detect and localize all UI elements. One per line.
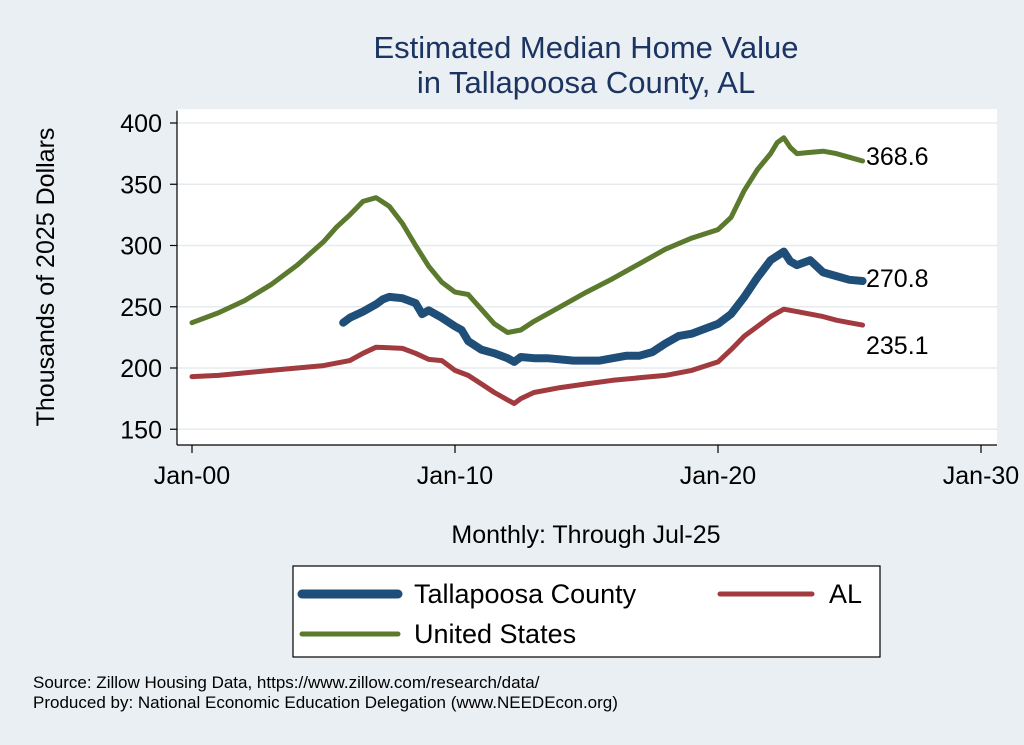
x-tick-label-Jan-30: Jan-30 — [943, 462, 1019, 490]
series-line-tallapoosa-county — [339, 247, 867, 366]
footer-source: Source: Zillow Housing Data, https://www… — [33, 673, 540, 692]
x-tick-label-Jan-00: Jan-00 — [154, 462, 230, 490]
footer-produced-by: Produced by: National Economic Education… — [33, 693, 618, 712]
y-tick-label-300: 300 — [120, 233, 162, 261]
end-label-al: 235.1 — [866, 332, 929, 360]
chart-title-line-1: Estimated Median Home Value — [373, 30, 798, 65]
end-label-tallapoosa-county: 270.8 — [866, 265, 929, 293]
y-tick-label-350: 350 — [120, 171, 162, 199]
end-labels: 270.8 235.1 368.6 — [866, 143, 929, 360]
legend-label-al: AL — [829, 579, 862, 609]
y-tick-label-250: 250 — [120, 294, 162, 322]
x-tick-label-Jan-10: Jan-10 — [417, 462, 493, 490]
chart-title-line-2: in Tallapoosa County, AL — [417, 65, 755, 100]
legend: Tallapoosa County AL United States — [292, 565, 881, 658]
series-line-united-states — [189, 135, 866, 335]
end-label-united-states: 368.6 — [866, 143, 929, 171]
x-axis: Jan-00 Jan-10 Jan-20 Jan-30 — [154, 444, 1019, 490]
series-lines — [189, 135, 867, 406]
y-tick-label-400: 400 — [120, 110, 162, 138]
y-tick-label-150: 150 — [120, 416, 162, 444]
x-axis-title: Monthly: Through Jul-25 — [451, 521, 720, 549]
legend-box — [292, 565, 881, 658]
y-axis-title: Thousands of 2025 Dollars — [32, 128, 60, 427]
legend-label-us: United States — [414, 619, 576, 649]
y-tick-label-200: 200 — [120, 355, 162, 383]
y-axis: 150 200 250 300 350 400 — [120, 110, 178, 445]
series-line-al — [189, 306, 866, 406]
legend-label-tallapoosa: Tallapoosa County — [414, 579, 637, 609]
x-tick-label-Jan-20: Jan-20 — [680, 462, 756, 490]
